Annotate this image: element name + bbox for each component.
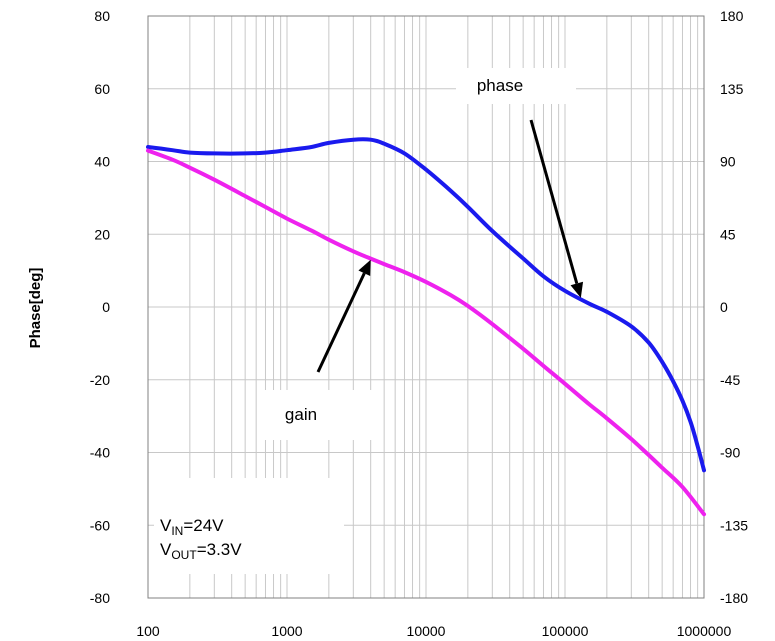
- y-left-tick-label: 60: [94, 81, 110, 97]
- phase-label: phase: [477, 76, 523, 95]
- y-right-tick-label: 0: [720, 299, 728, 315]
- gain-label: gain: [285, 405, 317, 424]
- plot-frame: [147, 15, 705, 599]
- x-tick-label: 100: [136, 623, 160, 639]
- x-tick-label: 1000: [271, 623, 302, 639]
- condition-line: VOUT=3.3V: [160, 540, 242, 562]
- gain-arrow: [316, 259, 371, 373]
- grid: [147, 15, 704, 599]
- y-right-tick-label: 180: [720, 8, 744, 24]
- y-right-tick-label: -90: [720, 445, 740, 461]
- annotation-boxes: [154, 68, 576, 574]
- y-left-tick-label: -20: [90, 372, 110, 388]
- y-right-tick-label: 90: [720, 154, 736, 170]
- y-left-tick-label: 0: [102, 299, 110, 315]
- conditions-box: [154, 478, 344, 574]
- y-left-tick-label: 80: [94, 8, 110, 24]
- x-tick-label: 10000: [407, 623, 446, 639]
- y-left-tick-label: -60: [90, 517, 110, 533]
- x-tick-label: 100000: [542, 623, 589, 639]
- phase-curve: [146, 137, 706, 473]
- x-tick-label: 1000000: [677, 623, 732, 639]
- y-left-tick-label: -80: [90, 590, 110, 606]
- y-left-tick-label: -40: [90, 445, 110, 461]
- y-right-tick-label: 135: [720, 81, 744, 97]
- condition-line: VIN=24V: [160, 516, 224, 538]
- phase-label-box: [456, 68, 576, 104]
- y-right-tick-label: 45: [720, 226, 736, 242]
- y-left-tick-label: 40: [94, 154, 110, 170]
- phase-arrow: [529, 119, 584, 298]
- y-axis-label: Phase[deg]: [27, 268, 44, 349]
- series: [146, 137, 706, 517]
- gain-label-box: [262, 390, 374, 440]
- y-right-tick-label: -180: [720, 590, 748, 606]
- y-right-tick-label: -45: [720, 372, 740, 388]
- gain-curve: [146, 148, 706, 517]
- y-left-tick-label: 20: [94, 226, 110, 242]
- y-right-tick-label: -135: [720, 517, 748, 533]
- tick-labels: 80 60 40 20 0 -20 -40 -60 -80 180 135 90 45 0 -45 -90 -1…: [90, 8, 748, 639]
